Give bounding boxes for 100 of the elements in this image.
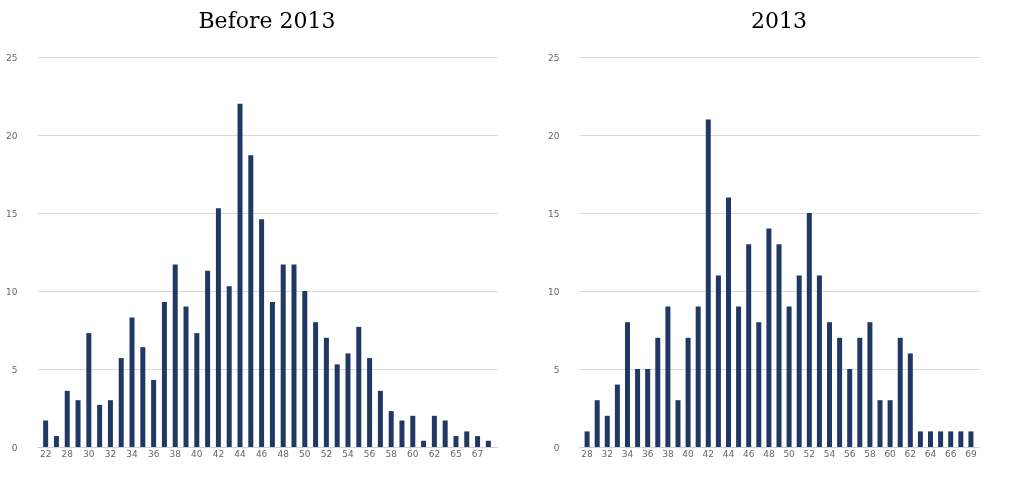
- bar: [86, 333, 92, 447]
- bar: [897, 337, 903, 447]
- bar: [205, 270, 211, 447]
- bar: [847, 369, 853, 447]
- bar: [887, 400, 893, 447]
- bar: [715, 275, 721, 447]
- x-tick-label: 58: [864, 448, 876, 459]
- x-tick-label: 44: [722, 448, 735, 459]
- bar: [302, 291, 308, 447]
- x-tick-label: 40: [682, 448, 695, 459]
- bar: [725, 197, 731, 447]
- y-tick-label: 0: [11, 442, 18, 453]
- bar: [334, 364, 340, 447]
- bar: [685, 337, 691, 447]
- y-tick-label: 10: [6, 286, 18, 297]
- bar: [917, 431, 923, 447]
- y-tick-label: 5: [11, 364, 18, 375]
- x-tick-label: 28: [581, 448, 594, 459]
- x-tick-label: 65: [450, 448, 462, 459]
- x-tick-label: 34: [126, 448, 139, 459]
- bar: [323, 337, 329, 447]
- bar: [624, 322, 630, 447]
- x-tick-label: 38: [169, 448, 182, 459]
- bar: [356, 326, 362, 447]
- bar: [796, 275, 802, 447]
- bar: [43, 420, 49, 447]
- bar: [97, 404, 103, 447]
- bar: [280, 264, 286, 447]
- y-tick-label: 20: [548, 130, 560, 141]
- bar: [867, 322, 873, 447]
- y-tick-label: 5: [553, 364, 560, 375]
- bar: [584, 431, 590, 447]
- x-tick-label: 42: [702, 448, 715, 459]
- x-tick-label: 66: [944, 448, 957, 459]
- bar: [53, 436, 59, 447]
- x-tick-label: 36: [641, 448, 654, 459]
- bar: [431, 415, 437, 447]
- bar: [237, 103, 243, 447]
- bar: [695, 306, 701, 447]
- x-tick-label: 32: [601, 448, 614, 459]
- bar: [377, 390, 383, 447]
- bar: [194, 333, 200, 447]
- x-tick-label: 48: [763, 448, 775, 459]
- bar: [948, 431, 954, 447]
- chart-title: 2013: [751, 8, 807, 33]
- bar: [442, 420, 448, 447]
- bar: [665, 306, 671, 447]
- bar: [107, 400, 113, 447]
- bar: [248, 155, 254, 447]
- bar: [655, 337, 661, 447]
- x-tick-label: 60: [407, 448, 419, 459]
- y-tick-label: 10: [548, 286, 560, 297]
- bar: [259, 219, 265, 447]
- x-tick-label: 32: [104, 448, 117, 459]
- bar: [786, 306, 792, 447]
- bar: [140, 347, 146, 447]
- bar: [226, 286, 232, 447]
- bar: [806, 213, 812, 447]
- bar: [645, 369, 651, 447]
- bar: [746, 244, 752, 447]
- bar: [367, 358, 373, 447]
- bar: [837, 337, 843, 447]
- bar: [877, 400, 883, 447]
- bar: [756, 322, 762, 447]
- x-tick-label: 22: [39, 448, 52, 459]
- bar: [453, 436, 459, 447]
- x-tick-label: 44: [234, 448, 246, 459]
- y-tick-label: 15: [6, 208, 18, 219]
- x-tick-label: 56: [843, 448, 856, 459]
- bar: [399, 420, 405, 447]
- x-tick-label: 30: [83, 448, 95, 459]
- x-tick-label: 56: [363, 448, 376, 459]
- x-tick-label: 50: [299, 448, 311, 459]
- x-tick-label: 64: [924, 448, 937, 459]
- x-tick-label: 62: [428, 448, 441, 459]
- x-tick-label: 46: [255, 448, 268, 459]
- x-tick-label: 36: [147, 448, 160, 459]
- bar: [313, 322, 319, 447]
- x-tick-label: 40: [191, 448, 203, 459]
- bar: [635, 369, 641, 447]
- bar: [928, 431, 934, 447]
- bar: [827, 322, 833, 447]
- bar: [766, 228, 772, 447]
- bar: [291, 264, 297, 447]
- bar: [485, 440, 491, 447]
- bar: [736, 306, 742, 447]
- bar: [816, 275, 822, 447]
- bar: [75, 400, 81, 447]
- bar: [183, 306, 189, 447]
- x-tick-label: 62: [904, 448, 917, 459]
- bar: [388, 411, 394, 447]
- x-tick-label: 34: [621, 448, 634, 459]
- bar: [345, 353, 351, 447]
- y-tick-label: 25: [6, 52, 18, 63]
- x-tick-label: 50: [783, 448, 796, 459]
- x-tick-label: 38: [662, 448, 674, 459]
- bar: [604, 415, 610, 447]
- x-tick-label: 52: [803, 448, 816, 459]
- bar: [857, 337, 863, 447]
- bar: [614, 384, 620, 447]
